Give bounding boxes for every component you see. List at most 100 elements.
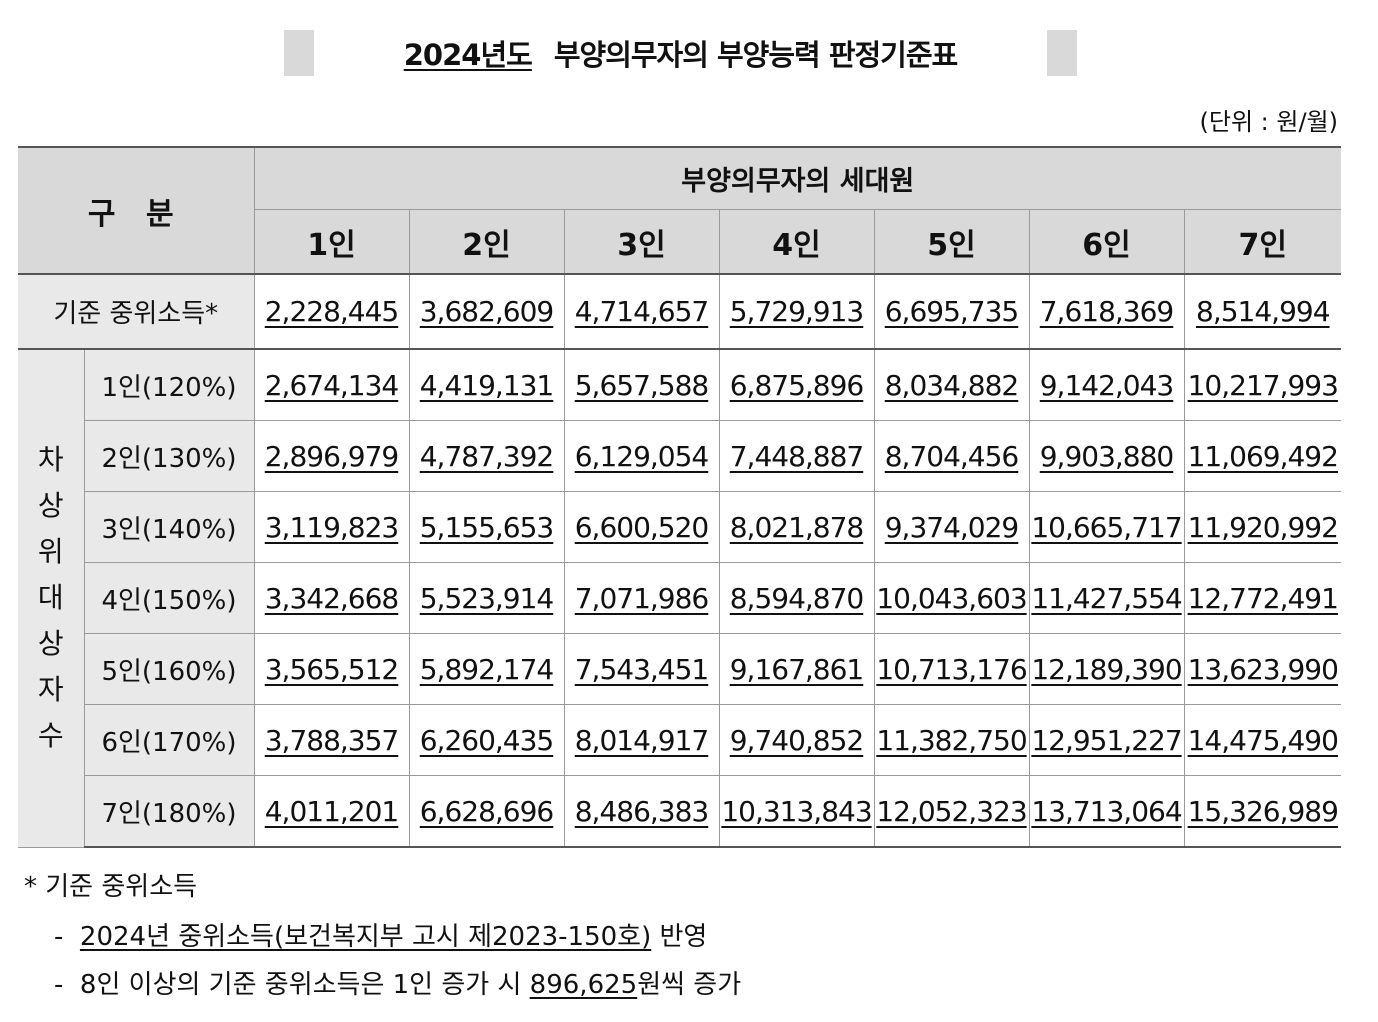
median-cell: 3,682,609 <box>408 273 565 350</box>
table-cell: 11,427,554 <box>1028 562 1185 634</box>
footnote-source: 2024년 중위소득(보건복지부 고시 제2023-150호) <box>79 922 652 952</box>
median-cell: 5,729,913 <box>718 273 875 350</box>
cell-value: 5,523,914 <box>419 581 555 615</box>
cell-value: 3,565,512 <box>264 652 400 686</box>
footnote-line-1: - 2024년 중위소득(보건복지부 고시 제2023-150호) 반영 <box>54 916 707 953</box>
table-cell: 9,903,880 <box>1028 420 1185 492</box>
cell-value: 3,119,823 <box>264 510 400 544</box>
cell-value: 10,217,993 <box>1187 368 1339 402</box>
table-cell: 2,896,979 <box>253 420 410 492</box>
table-cell: 8,034,882 <box>873 348 1030 421</box>
cell-value: 8,704,456 <box>884 439 1020 473</box>
table-cell: 13,623,990 <box>1183 633 1342 705</box>
table-cell: 7,071,986 <box>563 562 720 634</box>
cell-value: 6,260,435 <box>419 723 555 757</box>
page-title: 2024년도 부양의무자의 부양능력 판정기준표 <box>314 30 1047 76</box>
table-cell: 4,011,201 <box>253 775 410 848</box>
table-cell: 4,787,392 <box>408 420 565 492</box>
title-block: 2024년도 부양의무자의 부양능력 판정기준표 <box>284 30 1077 76</box>
table-cell: 10,217,993 <box>1183 348 1342 421</box>
column-header: 5인 <box>873 209 1030 275</box>
table-cell: 6,260,435 <box>408 704 565 776</box>
table-cell: 14,475,490 <box>1183 704 1342 776</box>
median-value: 7,618,369 <box>1039 295 1175 328</box>
table-cell: 5,155,653 <box>408 491 565 563</box>
table-cell: 8,014,917 <box>563 704 720 776</box>
table-cell: 9,142,043 <box>1028 348 1185 421</box>
vertical-label-char: 대 <box>37 581 64 615</box>
unit-label: (단위 : 원/월) <box>1199 108 1338 136</box>
vertical-label-char: 위 <box>37 535 64 569</box>
median-value: 3,682,609 <box>419 295 555 328</box>
table-cell: 5,523,914 <box>408 562 565 634</box>
cell-value: 7,448,887 <box>729 439 865 473</box>
cell-value: 3,342,668 <box>264 581 400 615</box>
column-header: 4인 <box>718 209 875 275</box>
cell-value: 9,740,852 <box>729 723 865 757</box>
table-cell: 13,713,064 <box>1028 775 1185 848</box>
cell-value: 15,326,989 <box>1187 794 1339 828</box>
median-cell: 6,695,735 <box>873 273 1030 350</box>
table-cell: 5,657,588 <box>563 348 720 421</box>
table-cell: 12,951,227 <box>1028 704 1185 776</box>
table-cell: 3,119,823 <box>253 491 410 563</box>
dash: - <box>54 922 64 952</box>
row-label: 2인(130%) <box>84 420 255 492</box>
row-label: 5인(160%) <box>84 633 255 705</box>
cell-value: 5,155,653 <box>419 510 555 544</box>
table-row: 2인(130%) 2,896,979 4,787,392 6,129,054 7,448… <box>18 420 1342 492</box>
cell-value: 8,034,882 <box>884 368 1020 402</box>
cell-value: 2,896,979 <box>264 439 400 473</box>
table-cell: 15,326,989 <box>1183 775 1342 848</box>
vertical-label-char: 수 <box>37 719 64 753</box>
cell-value: 12,189,390 <box>1031 652 1182 686</box>
cell-value: 12,951,227 <box>1031 723 1182 757</box>
cell-value: 8,014,917 <box>574 723 710 757</box>
cell-value: 10,043,603 <box>876 581 1027 615</box>
table-cell: 10,665,717 <box>1028 491 1185 563</box>
table-cell: 8,021,878 <box>718 491 875 563</box>
cell-value: 6,129,054 <box>574 439 710 473</box>
row-label: 6인(170%) <box>84 704 255 776</box>
median-value: 4,714,657 <box>574 295 710 328</box>
table-cell: 6,875,896 <box>718 348 875 421</box>
cell-value: 13,623,990 <box>1187 652 1339 686</box>
cell-value: 11,920,992 <box>1187 510 1339 544</box>
table-row: 7인(180%) 4,011,201 6,628,696 8,486,383 10,31… <box>18 775 1342 848</box>
cell-value: 11,069,492 <box>1187 439 1339 473</box>
footnote-suffix-2: 원씩 증가 <box>637 970 742 1000</box>
row-label: 7인(180%) <box>84 775 255 848</box>
table-row: 3인(140%) 3,119,823 5,155,653 6,600,520 8,021… <box>18 491 1342 563</box>
table-cell: 6,628,696 <box>408 775 565 848</box>
vertical-label-char: 자 <box>37 673 64 707</box>
cell-value: 10,313,843 <box>721 794 872 828</box>
table-row: 4인(150%) 3,342,668 5,523,914 7,071,986 8,594… <box>18 562 1342 634</box>
footnote-line-2: - 8인 이상의 기준 중위소득은 1인 증가 시 896,625원씩 증가 <box>54 964 741 1001</box>
cell-value: 9,167,861 <box>729 652 865 686</box>
cell-value: 10,665,717 <box>1031 510 1182 544</box>
median-cell: 2,228,445 <box>253 273 410 350</box>
cell-value: 11,427,554 <box>1031 581 1182 615</box>
cell-value: 12,052,323 <box>876 794 1027 828</box>
column-header: 1인 <box>254 209 410 275</box>
cell-value: 3,788,357 <box>264 723 400 757</box>
cell-value: 11,382,750 <box>876 723 1027 757</box>
footnote-suffix: 반영 <box>651 922 708 952</box>
table-cell: 3,565,512 <box>253 633 410 705</box>
cell-value: 9,142,043 <box>1039 368 1175 402</box>
footnote-increment: 896,625 <box>529 970 638 1000</box>
median-label: 기준 중위소득* <box>18 273 255 350</box>
table-cell: 7,543,451 <box>563 633 720 705</box>
vertical-label-char: 차 <box>37 443 64 477</box>
table-cell: 9,167,861 <box>718 633 875 705</box>
row-label: 1인(120%) <box>83 348 255 421</box>
title-year: 2024년도 <box>403 38 533 72</box>
row-label: 4인(150%) <box>84 562 255 634</box>
median-value: 5,729,913 <box>729 295 865 328</box>
table-cell: 10,043,603 <box>873 562 1030 634</box>
table-cell: 6,600,520 <box>563 491 720 563</box>
table-row: 차 상 위 대 상 자 수 1인(120%) 2,674,134 4,419,131 5,657,5… <box>18 348 1342 848</box>
table-cell: 11,920,992 <box>1183 491 1342 563</box>
cell-value: 9,374,029 <box>884 510 1020 544</box>
